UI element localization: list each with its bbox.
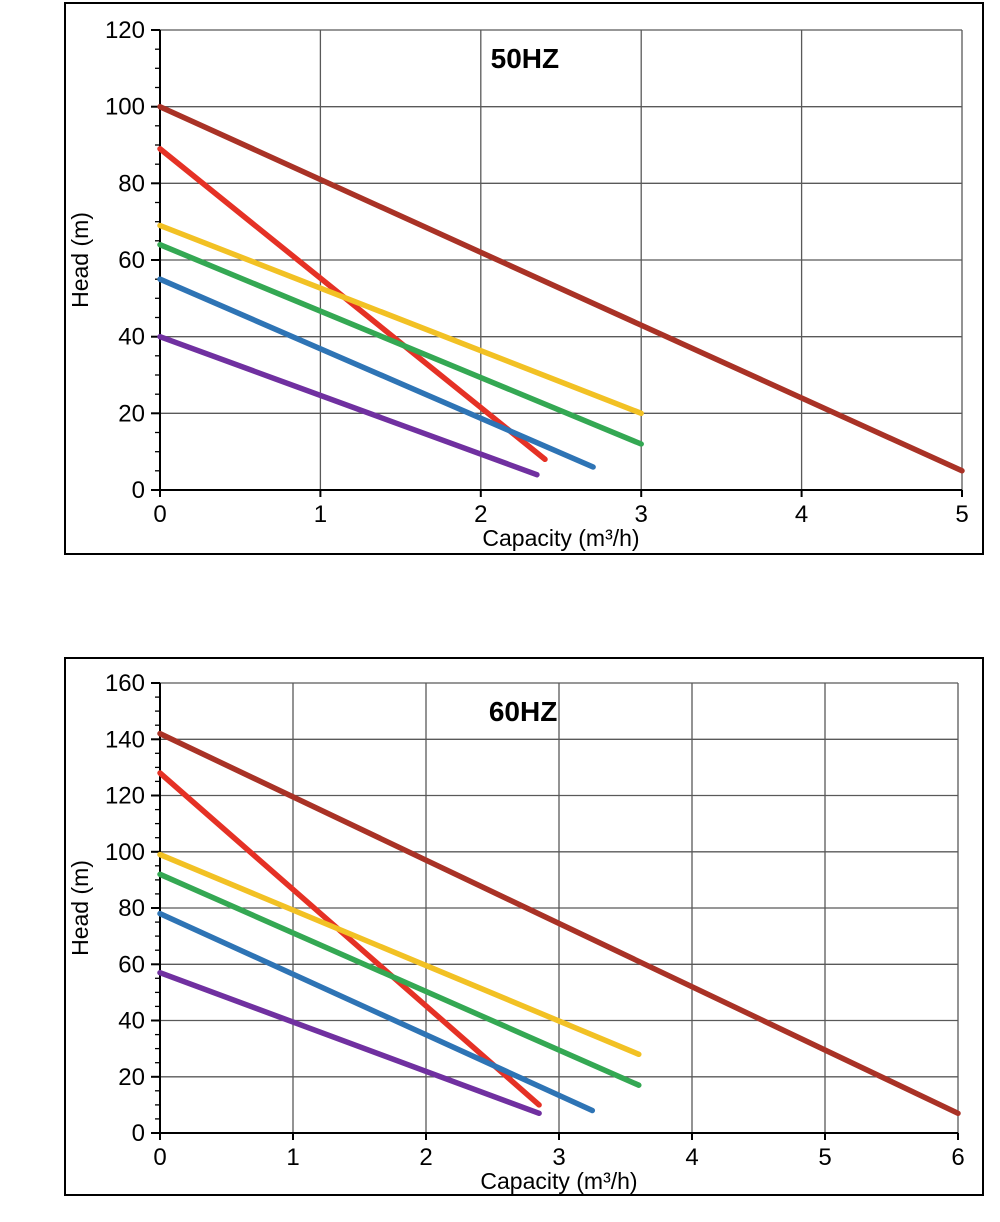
- x-axis-label: Capacity (m³/h): [482, 525, 639, 551]
- y-tick-label: 20: [118, 400, 145, 427]
- y-tick-label: 40: [118, 324, 145, 351]
- series-curve-yellow: [157, 851, 642, 1058]
- series-curve-darkred: [157, 730, 961, 1117]
- x-tick-label: 3: [635, 501, 648, 528]
- x-tick-label: 2: [474, 501, 487, 528]
- x-tick-label: 4: [795, 501, 808, 528]
- y-tick-label: 100: [105, 94, 145, 121]
- y-tick-label: 80: [118, 170, 145, 197]
- chart-title: 50HZ: [491, 43, 559, 74]
- series-curve-blue: [157, 910, 596, 1114]
- chart-60hz-plot: 0 20 40 60 80 100 120 140 160 0 1 2 3 4 5 6 Capacity (m³…: [67, 670, 965, 1194]
- series-curve-purple: [157, 969, 542, 1117]
- y-axis-label: Head (m): [67, 212, 93, 308]
- series-curve-green: [157, 871, 642, 1088]
- y-axis-label: Head (m): [67, 860, 93, 956]
- series-curve-blue: [157, 276, 596, 470]
- x-tick-label: 5: [955, 501, 968, 528]
- x-tick-label: 3: [552, 1144, 565, 1171]
- chart-60hz-frame: 0 20 40 60 80 100 120 140 160 0 1 2 3 4 5 6 Capacity (m³…: [64, 657, 984, 1196]
- y-tick-label: 80: [118, 895, 145, 922]
- x-tick-label: 0: [153, 501, 166, 528]
- y-tick-label: 20: [118, 1064, 145, 1091]
- y-tick-label: 120: [105, 17, 145, 44]
- x-tick-label: 5: [818, 1144, 831, 1171]
- y-tick-label: 0: [132, 477, 145, 504]
- y-tick-label: 60: [118, 247, 145, 274]
- series-curve-purple: [157, 333, 540, 478]
- chart-title: 60HZ: [489, 696, 557, 727]
- x-axis-label: Capacity (m³/h): [480, 1168, 637, 1194]
- x-tick-label: 4: [685, 1144, 698, 1171]
- series-curve-green: [157, 241, 644, 447]
- y-tick-label: 100: [105, 839, 145, 866]
- chart-50hz-plot: 0 20 40 60 80 100 120 0 1 2 3 4 5 Capacity (m³/h) Head…: [67, 17, 969, 551]
- series-curve-darkred: [157, 103, 965, 474]
- chart-50hz-frame: 0 20 40 60 80 100 120 0 1 2 3 4 5 Capacity (m³/h) Head…: [64, 2, 984, 555]
- series-curve-red: [157, 770, 542, 1108]
- series-curve-red: [157, 146, 548, 463]
- y-tick-label: 40: [118, 1008, 145, 1035]
- y-tick-label: 140: [105, 726, 145, 753]
- x-tick-label: 1: [314, 501, 327, 528]
- x-tick-label: 2: [419, 1144, 432, 1171]
- x-tick-label: 6: [951, 1144, 964, 1171]
- y-tick-label: 0: [132, 1120, 145, 1147]
- x-tick-label: 0: [153, 1144, 166, 1171]
- y-tick-label: 120: [105, 783, 145, 810]
- series-curve-yellow: [157, 222, 644, 417]
- x-tick-label: 1: [286, 1144, 299, 1171]
- y-tick-label: 60: [118, 951, 145, 978]
- y-tick-label: 160: [105, 670, 145, 697]
